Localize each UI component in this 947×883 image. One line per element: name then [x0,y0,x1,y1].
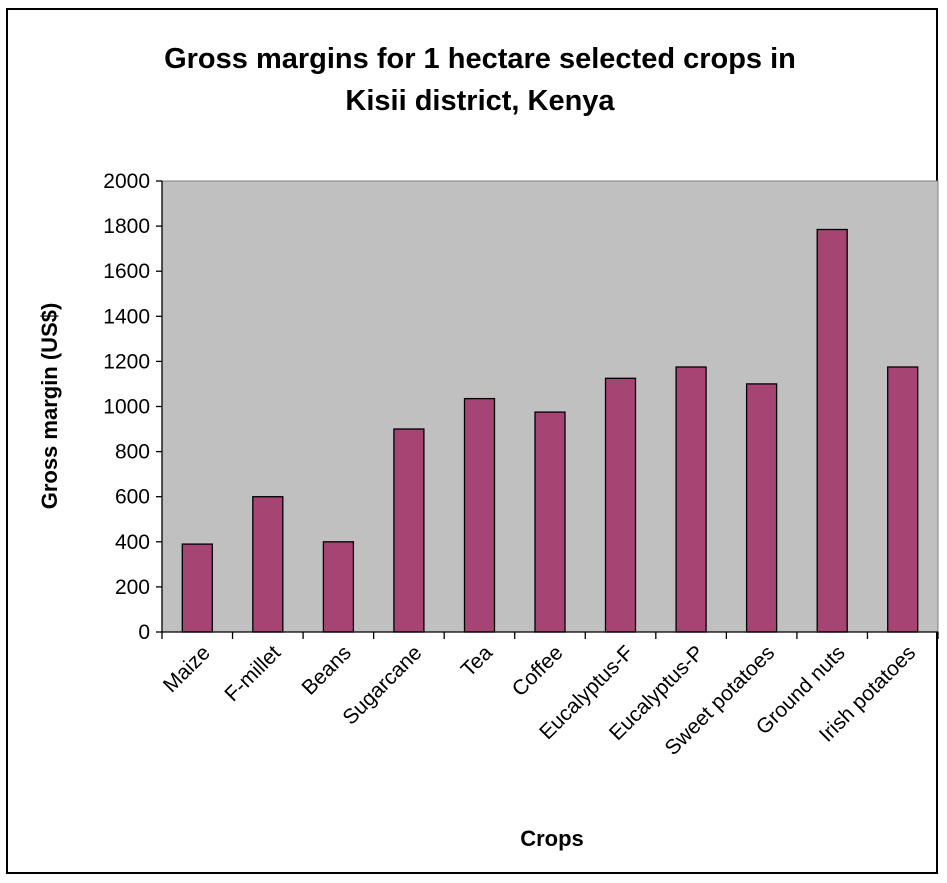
y-tick-label: 200 [115,576,150,599]
bar-f-millet [252,496,284,633]
bar-sugarcane [393,428,425,633]
bar-irish-potatoes [887,366,919,633]
y-tick-label: 800 [115,441,150,464]
y-tick-label: 1400 [103,305,150,328]
y-tick-label: 2000 [103,170,150,193]
x-tick-label: Coffee [508,641,568,701]
y-tick-label: 1800 [103,215,150,238]
bar-beans [322,541,355,633]
y-tick-labels: 0 200 400 600 800 1000 1200 1400 1600 1800 2000 [103,170,150,644]
x-tick-label: Tea [457,641,497,681]
x-tick-label: Maize [159,641,215,697]
x-tick-label: F-millet [220,641,285,706]
y-tick-label: 1200 [103,350,150,373]
y-tick-label: 600 [115,486,150,509]
y-axis-title: Gross margin (US$) [37,303,62,510]
bar-coffee [534,411,566,633]
x-tick-label: Beans [298,641,356,699]
chart-title-line-1: Gross margins for 1 hectare selected cro… [164,43,796,75]
x-axis-title: Crops [520,826,584,851]
bar-sweet-potatoes [745,383,778,633]
bar-maize [181,543,213,633]
bar-eucalyptus-f [604,377,637,633]
bar-tea [463,397,496,633]
y-tick-label: 1000 [103,396,150,419]
axes-group [156,180,939,639]
chart-title-line-2: Kisii district, Kenya [345,85,615,117]
bar-ground-nuts [816,228,848,633]
y-tick-label: 1600 [103,260,150,283]
y-tick-label: 400 [115,531,150,554]
bar-eucalyptus-p [675,366,707,633]
y-tick-label: 0 [138,621,150,644]
bars-group [181,228,919,633]
